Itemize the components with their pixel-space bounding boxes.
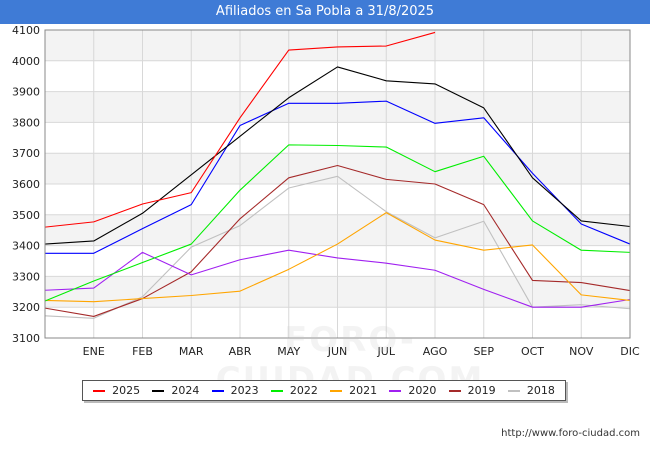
legend-label: 2018 — [526, 384, 555, 397]
x-tick-label: MAY — [277, 345, 300, 358]
series-line-2021 — [44, 212, 631, 303]
y-tick-label: 4100 — [12, 24, 40, 37]
legend-item-2024: 2024 — [152, 384, 199, 397]
legend-item-2023: 2023 — [211, 384, 259, 397]
x-tick-label: FEB — [132, 345, 153, 358]
legend-swatch — [330, 389, 343, 392]
series-line-2024 — [44, 66, 631, 245]
legend-item-2021: 2021 — [330, 384, 377, 397]
legend-label: 2023 — [230, 384, 259, 397]
legend-label: 2024 — [171, 384, 200, 397]
x-tick-label: SEP — [473, 345, 494, 358]
y-tick-label: 3800 — [12, 116, 40, 129]
legend-item-2022: 2022 — [270, 384, 318, 397]
x-tick-label: DIC — [620, 345, 640, 358]
series-layer — [44, 31, 631, 319]
legend-swatch — [270, 389, 283, 392]
chart-title: Afiliados en Sa Pobla a 31/8/2025 — [0, 0, 650, 24]
x-tick-label: ENE — [83, 345, 105, 358]
plot-border — [44, 29, 631, 339]
legend-swatch — [211, 389, 224, 392]
y-tick-label: 3700 — [12, 147, 40, 160]
x-tick-label: AGO — [423, 345, 448, 358]
x-tick-label: JUL — [377, 345, 396, 358]
grid-layer — [44, 29, 631, 339]
y-tick-label: 3300 — [12, 270, 40, 283]
series-line-2020 — [44, 249, 631, 308]
credit-link[interactable]: http://www.foro-ciudad.com — [501, 428, 640, 439]
y-tick-label: 3100 — [12, 332, 40, 345]
y-tick-label: 3500 — [12, 209, 40, 222]
legend-swatch — [152, 389, 165, 392]
x-tick-label: JUN — [327, 345, 348, 358]
series-line-2023 — [45, 100, 631, 254]
legend-item-2025: 2025 — [93, 384, 140, 397]
legend-swatch — [448, 389, 461, 392]
legend-item-2018: 2018 — [507, 384, 555, 397]
x-tick-label: NOV — [569, 345, 594, 358]
legend-swatch — [389, 389, 402, 392]
legend-label: 2025 — [112, 384, 141, 397]
legend-swatch — [93, 389, 106, 392]
y-tick-label: 3900 — [12, 86, 40, 99]
axis-layer: 3100 3200 3300 3400 3500 3600 3700 3800 3900 4000… — [12, 24, 640, 358]
x-tick-label: MAR — [179, 345, 204, 358]
y-tick-label: 3200 — [12, 301, 40, 314]
y-tick-label: 3600 — [12, 178, 40, 191]
series-line-2022 — [44, 144, 631, 302]
legend-label: 2019 — [467, 384, 496, 397]
legend-label: 2021 — [349, 384, 378, 397]
x-tick-label: ABR — [229, 345, 252, 358]
legend-label: 2022 — [289, 384, 318, 397]
legend-label: 2020 — [408, 384, 437, 397]
y-tick-label: 4000 — [12, 55, 40, 68]
legend-item-2020: 2020 — [389, 384, 436, 397]
y-tick-label: 3400 — [12, 240, 40, 253]
x-tick-label: OCT — [521, 345, 544, 358]
legend: 2025 2024 2023 2022 2021 2020 2019 2018 — [82, 380, 566, 401]
legend-swatch — [507, 389, 520, 392]
legend-item-2019: 2019 — [448, 384, 496, 397]
series-line-2025 — [44, 31, 436, 228]
